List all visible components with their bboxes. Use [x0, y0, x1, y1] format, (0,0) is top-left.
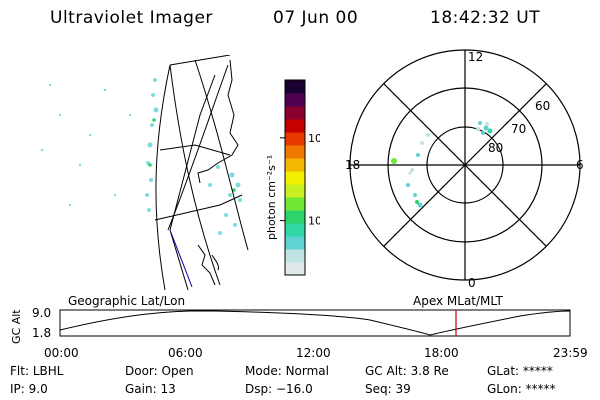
param-gc-alt: GC Alt: 3.8 Re [365, 364, 449, 378]
colorbar-swatch [285, 223, 305, 237]
colorbar-gradient [285, 80, 305, 276]
polar-grid [349, 49, 581, 281]
timeline-xtick-0600: 06:00 [168, 346, 203, 360]
colorbar-swatch [285, 197, 305, 211]
timeline-xtick-1200: 12:00 [296, 346, 331, 360]
colorbar-swatch [285, 158, 305, 172]
date-label: 07 Jun 00 [273, 8, 359, 28]
param-door: Door: Open [125, 364, 194, 378]
polar-plot: 12 18 6 0 60 70 80 [345, 49, 584, 290]
colorbar-swatch [285, 210, 305, 224]
colorbar-swatch [285, 236, 305, 250]
timeline-xtick-1800: 18:00 [424, 346, 459, 360]
param-dsp: Dsp: −16.0 [245, 382, 313, 396]
colorbar-swatch [285, 106, 305, 120]
map-grid-lines [154, 55, 249, 290]
colorbar: 100 10 photon cm⁻²s⁻¹ [265, 79, 320, 276]
colorbar-swatch [285, 145, 305, 159]
timeline-ytick-min: 1.8 [32, 326, 51, 340]
colorbar-frame [284, 79, 306, 276]
colorbar-swatch [285, 249, 305, 263]
timeline-axis-title: GC Alt [10, 309, 23, 344]
geographic-image-panel [40, 55, 249, 290]
param-mode: Mode: Normal [245, 364, 329, 378]
colorbar-swatch [285, 262, 305, 276]
colorbar-ticks: 100 10 [280, 132, 320, 228]
timeline-right-label: Apex MLat/MLT [413, 294, 503, 308]
timeline-xtick-0000: 00:00 [44, 346, 79, 360]
mlt-label-0: 0 [468, 276, 476, 290]
mlt-label-18: 18 [345, 158, 360, 172]
timeline-left-label: Geographic Lat/Lon [68, 294, 186, 308]
param-gain: Gain: 13 [125, 382, 176, 396]
colorbar-swatch [285, 93, 305, 107]
coastline [197, 59, 239, 286]
instrument-title: Ultraviolet Imager [50, 8, 213, 28]
param-seq: Seq: 39 [365, 382, 411, 396]
mlt-label-12: 12 [468, 50, 483, 64]
lat-label-70: 70 [511, 122, 526, 136]
colorbar-swatch [285, 80, 305, 94]
colorbar-swatch [285, 119, 305, 133]
colorbar-swatch [285, 171, 305, 185]
emission-bright [148, 118, 236, 192]
param-glon: GLon: ***** [487, 382, 556, 396]
time-label: 18:42:32 UT [430, 8, 541, 28]
timeline-frame [59, 309, 571, 337]
colorbar-tick-label: 10 [308, 215, 320, 228]
param-glat: GLat: ***** [487, 364, 553, 378]
colorbar-swatch [285, 132, 305, 146]
colorbar-tick-label: 100 [308, 132, 320, 145]
colorbar-swatch [285, 184, 305, 198]
mlt-label-6: 6 [576, 158, 584, 172]
auroral-emission [391, 121, 493, 208]
lat-label-80: 80 [488, 141, 503, 155]
timeline-xtick-2359: 23:59 [553, 346, 588, 360]
altitude-timeline: GC Alt 9.0 1.8 [10, 306, 571, 344]
colorbar-unit-label: photon cm⁻²s⁻¹ [265, 155, 278, 240]
param-ip: IP: 9.0 [10, 382, 48, 396]
timeline-ytick-max: 9.0 [32, 306, 51, 320]
lat-label-60: 60 [535, 99, 550, 113]
emission-speckle [40, 78, 242, 235]
footprint-line [169, 229, 193, 288]
altitude-curve [59, 310, 571, 336]
param-flt: Flt: LBHL [10, 364, 64, 378]
